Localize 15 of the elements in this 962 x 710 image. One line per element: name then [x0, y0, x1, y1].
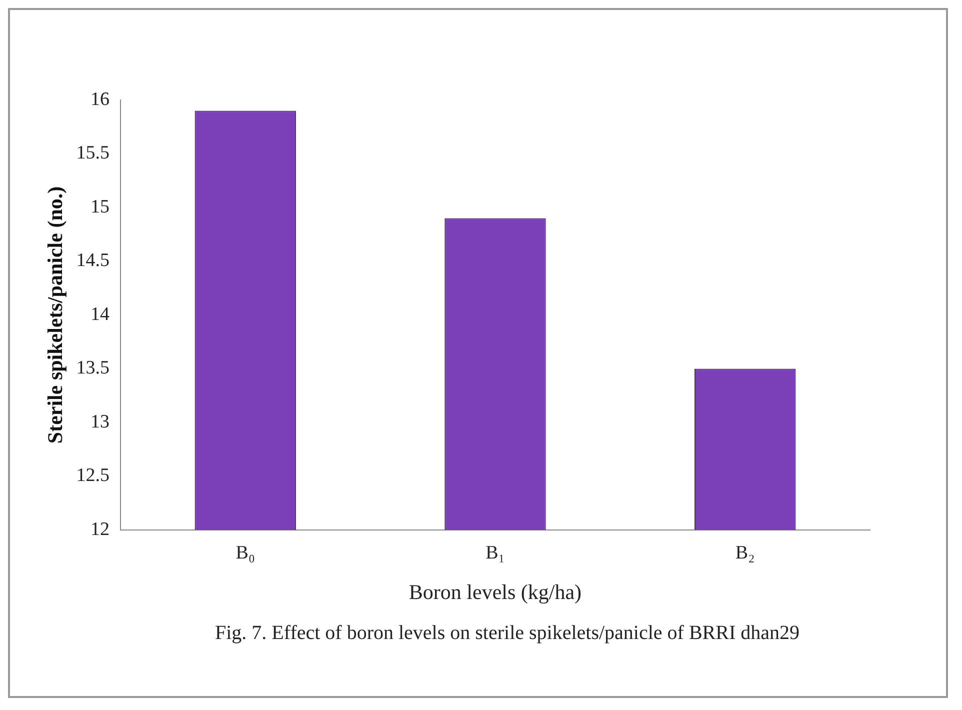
y-tick-label: 12 [90, 518, 110, 540]
y-axis-title: Sterile spikelets/panicle (no.) [43, 186, 68, 444]
y-tick-label: 13 [90, 411, 110, 432]
y-tick-label: 15.5 [76, 142, 110, 164]
x-tick-label: B₂ [735, 542, 755, 564]
y-tick-label: 16 [90, 88, 110, 110]
y-tick-label: 12.5 [76, 465, 110, 486]
caption: Fig. 7. Effect of boron levels on sterile spikelets/panicle of BRRI dhan29 [215, 621, 801, 646]
y-tick-label: 13.5 [76, 358, 110, 379]
y-tick-label: 14.5 [76, 250, 110, 272]
y-tick-label: 14 [90, 304, 110, 325]
x-tick-label: B₀ [236, 542, 256, 564]
x-axis-title: Boron levels (kg/ha) [408, 580, 582, 604]
y-tick-label: 15 [90, 196, 110, 218]
x-tick-label: B₁ [486, 542, 505, 564]
